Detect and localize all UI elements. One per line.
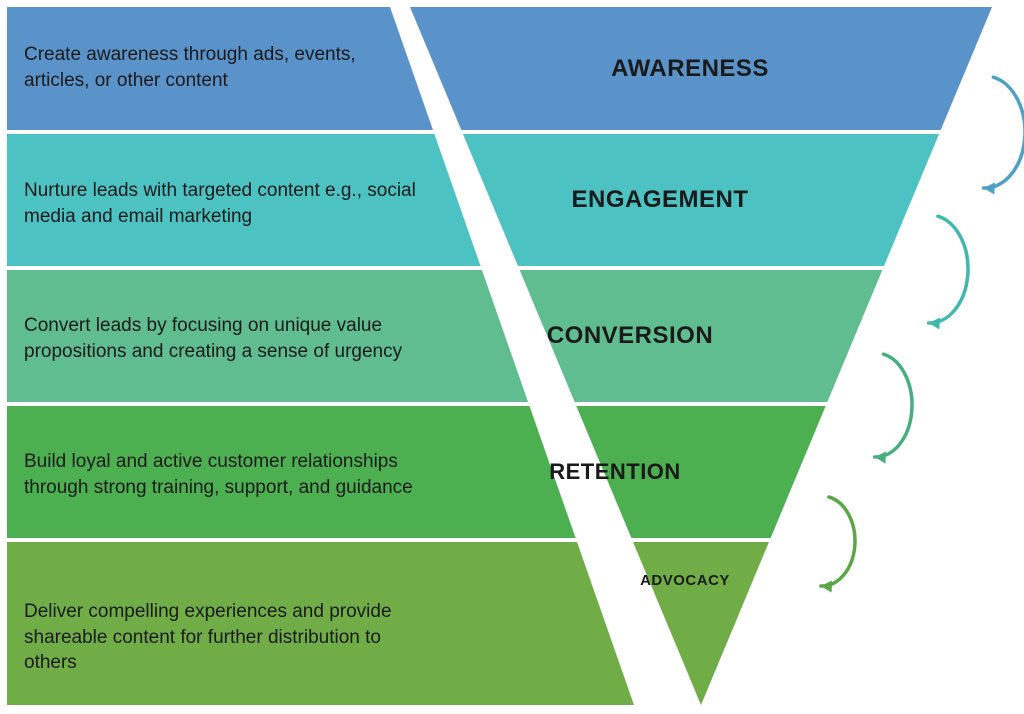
flow-arrow-retention <box>821 497 855 586</box>
left-slice-awareness <box>7 7 433 130</box>
right-slice-retention <box>576 406 825 538</box>
flow-arrowhead-retention <box>821 580 832 592</box>
left-slice-retention <box>7 406 576 538</box>
right-slice-advocacy <box>633 542 769 705</box>
flow-arrow-engagement <box>929 216 968 323</box>
right-slice-conversion <box>520 270 883 402</box>
flow-arrow-conversion <box>875 354 912 457</box>
left-slice-engagement <box>7 134 481 266</box>
funnel-svg <box>0 0 1024 714</box>
flow-arrowhead-conversion <box>875 451 886 463</box>
right-slice-awareness <box>410 7 992 130</box>
right-slice-engagement <box>463 134 939 266</box>
left-slice-advocacy <box>7 542 634 705</box>
marketing-funnel-diagram: Create awareness through ads, events, ar… <box>0 0 1024 714</box>
flow-arrowhead-engagement <box>929 317 940 329</box>
flow-arrowhead-awareness <box>984 182 995 194</box>
left-slice-conversion <box>7 270 528 402</box>
flow-arrow-awareness <box>984 77 1024 188</box>
